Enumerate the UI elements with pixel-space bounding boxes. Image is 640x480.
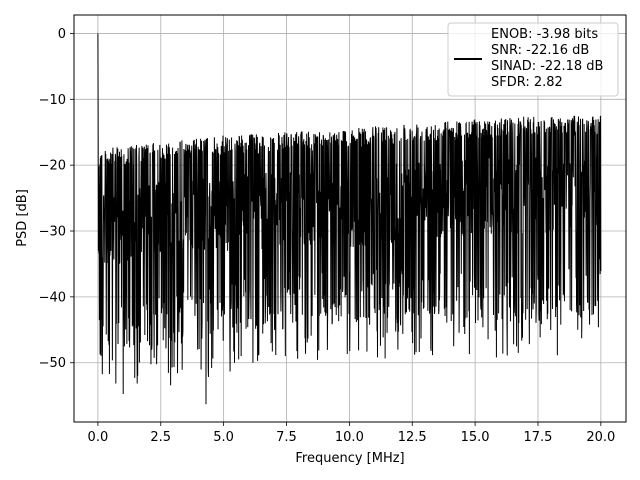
x-tick-label: 0.0: [88, 430, 109, 445]
x-tick-label: 7.5: [276, 430, 297, 445]
axes-frame: [73, 14, 627, 423]
x-axis-ticks: 0.0 2.5 5.0 7.5 10.0 12.5 15.0 17.5 20.0: [88, 422, 615, 445]
y-tick-label: −40: [39, 290, 66, 305]
y-tick-label: −10: [39, 93, 66, 108]
legend-entry-psd: ENOB: -3.98 bits SNR: -22.16 dB SINAD: -22…: [491, 27, 603, 90]
y-tick-label: −30: [39, 225, 66, 240]
x-tick-label: 10.0: [335, 430, 364, 445]
x-tick-label: 5.0: [213, 430, 234, 445]
x-tick-label: 15.0: [461, 430, 490, 445]
x-tick-label: 2.5: [150, 430, 171, 445]
psd-series-line: [97, 33, 602, 405]
plot-area: [97, 33, 602, 405]
legend-box: [447, 22, 619, 97]
legend: ENOB: -3.98 bits SNR: -22.16 dB SINAD: -22…: [447, 22, 619, 97]
x-tick-label: 20.0: [586, 430, 615, 445]
y-axis-ticks: 0 −10 −20 −30 −40 −50: [39, 27, 74, 371]
y-tick-label: −20: [39, 159, 66, 174]
x-tick-label: 17.5: [524, 430, 553, 445]
x-tick-label: 12.5: [398, 430, 427, 445]
y-tick-label: 0: [58, 27, 66, 42]
x-axis-label: Frequency [MHz]: [295, 451, 404, 466]
y-tick-label: −50: [39, 356, 66, 371]
y-axis-label: PSD [dB]: [15, 189, 30, 247]
